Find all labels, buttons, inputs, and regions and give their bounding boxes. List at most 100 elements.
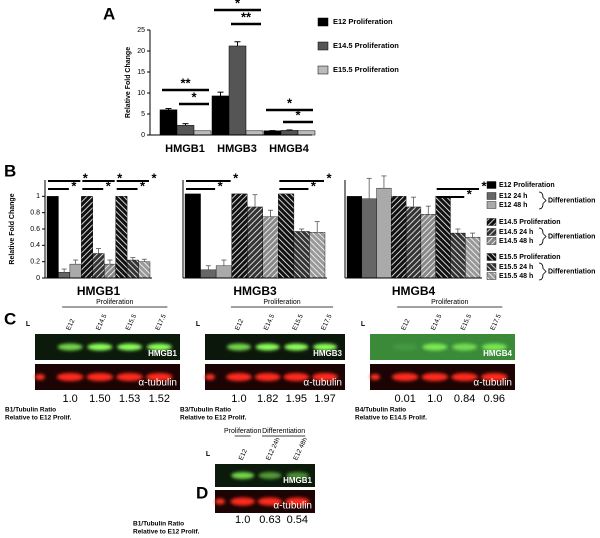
legend-swatch — [486, 201, 497, 209]
x-tick-label: HMGB3 — [217, 143, 257, 155]
bar — [138, 261, 151, 279]
band-label: HMGB3 — [313, 349, 342, 358]
bar — [247, 206, 263, 279]
band — [392, 343, 418, 351]
ratio: 1.53 — [119, 393, 140, 405]
bar — [231, 193, 248, 279]
x-tick-label: HMGB1 — [77, 284, 121, 298]
band — [231, 472, 255, 479]
legend-swatch — [486, 192, 497, 200]
band — [480, 373, 508, 381]
band — [312, 373, 338, 381]
band — [421, 373, 449, 381]
significance: * — [287, 95, 293, 110]
band — [452, 343, 478, 351]
bar — [215, 265, 232, 279]
bar — [405, 206, 422, 279]
legend-swatch — [486, 181, 497, 189]
legend-swatch — [317, 17, 329, 27]
significance: * — [117, 170, 123, 185]
bar — [211, 95, 230, 136]
ratio: 0.96 — [484, 393, 505, 405]
y-tick-label: 0.2 — [30, 259, 40, 266]
error-bar — [268, 209, 274, 217]
legend-swatch — [317, 65, 329, 75]
lane-group-header: Proliferation — [263, 299, 300, 306]
significance: * — [235, 0, 241, 10]
legend-label: E12 Proliferation — [333, 17, 393, 26]
lane-label: E17.5 — [489, 313, 503, 332]
band-label: α-tubulin — [138, 378, 177, 389]
lane-label: L — [26, 321, 31, 328]
band — [391, 373, 419, 381]
y-tick-label: 10 — [137, 90, 145, 97]
ladder-band — [35, 374, 45, 380]
bar — [346, 196, 362, 279]
significance: * — [467, 186, 473, 201]
significance: * — [106, 178, 112, 193]
band-label: α-tubulin — [473, 378, 512, 389]
bar — [297, 130, 316, 136]
legend-brace — [538, 191, 547, 210]
band-label: HMGB1 — [283, 476, 312, 485]
ratio: 1.0 — [427, 393, 442, 405]
legend-swatch — [486, 228, 497, 236]
lane-group-header: Proliferation — [224, 428, 261, 435]
ratio: 1.50 — [89, 393, 110, 405]
x-tick-label: HMGB1 — [165, 143, 205, 155]
bar — [293, 231, 310, 279]
bar — [435, 196, 451, 279]
bar — [193, 130, 212, 136]
band — [116, 373, 143, 381]
significance: * — [191, 89, 197, 104]
ratio: 1.52 — [149, 393, 170, 405]
band — [451, 373, 478, 381]
band — [56, 373, 84, 381]
ratio: 1.0 — [231, 393, 246, 405]
bar — [280, 130, 299, 136]
error-bar — [234, 41, 241, 46]
bar — [361, 198, 377, 279]
lane-label: E17.5 — [320, 313, 334, 332]
error-bar — [73, 259, 79, 265]
lane-label: E15.5 — [291, 313, 305, 332]
band-label: α-tubulin — [273, 501, 312, 512]
legend-label: E12 24 h — [499, 193, 527, 200]
lane-label: E12 24h — [265, 436, 282, 461]
band — [230, 497, 255, 506]
band — [146, 343, 172, 351]
error-bar — [165, 108, 172, 110]
legend-label: E12 Proliferation — [499, 182, 555, 189]
ratio: 1.82 — [257, 393, 278, 405]
band — [255, 343, 280, 351]
legend-swatch — [486, 253, 497, 261]
significance: ** — [241, 9, 252, 24]
y-axis-label: Relative Fold Change — [125, 47, 132, 118]
lane-label: E15.5 — [460, 313, 474, 332]
ratio-label: Relative to E14.5 Prolif. — [355, 415, 427, 422]
x-tick-label: HMGB3 — [233, 284, 277, 298]
ratio-label: Relative to E12 Prolif. — [5, 415, 72, 422]
significance: * — [233, 170, 239, 185]
y-tick-label: 1 — [36, 193, 40, 200]
error-bar — [299, 228, 305, 232]
legend-swatch — [486, 218, 497, 226]
ratio: 1.97 — [314, 393, 335, 405]
band — [254, 373, 281, 381]
legend-label: E14.5 Proliferation — [499, 219, 560, 226]
legend-label: E15.5 24 h — [499, 264, 533, 271]
lane-label: E17.5 — [154, 313, 168, 332]
significance: * — [140, 178, 146, 193]
panel-label: A — [103, 4, 115, 23]
bar — [115, 196, 128, 279]
ladder-band — [205, 374, 215, 380]
ratio: 0.54 — [287, 514, 308, 526]
legend-label: E14.5 48 h — [499, 238, 533, 245]
lane-label: L — [206, 451, 211, 458]
legend-swatch — [486, 272, 497, 280]
y-tick-label: 0.4 — [30, 242, 40, 249]
ratio: 1.95 — [286, 393, 307, 405]
band — [226, 373, 252, 381]
band — [258, 472, 282, 479]
bar — [309, 232, 326, 279]
